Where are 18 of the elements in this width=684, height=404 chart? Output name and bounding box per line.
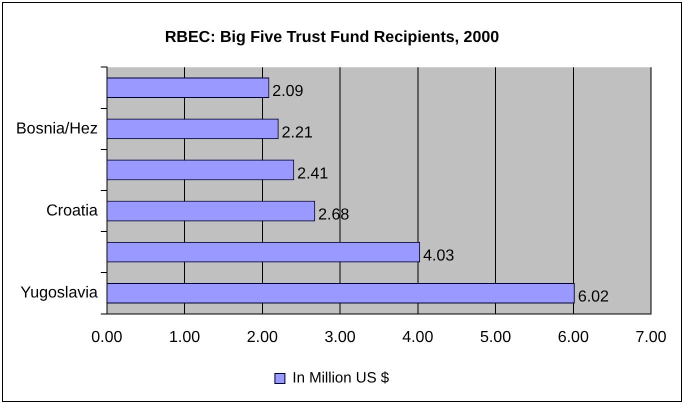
- x-tick-label: 1.00: [168, 328, 200, 346]
- x-tick-label: 6.00: [558, 328, 589, 346]
- x-tick-label: 7.00: [635, 328, 667, 346]
- x-tick-label: 4.00: [402, 328, 434, 346]
- x-tick-label: 3.00: [324, 328, 356, 346]
- data-label: 2.21: [282, 124, 313, 142]
- data-label: 4.03: [423, 248, 454, 265]
- data-label: 2.09: [272, 83, 304, 100]
- data-label: 6.02: [578, 288, 610, 306]
- chart-title: RBEC: Big Five Trust Fund Recipients, 2000: [164, 29, 500, 46]
- x-tick-label: 0.00: [91, 328, 122, 346]
- y-tick-label: Bosnia/Hez: [16, 120, 98, 138]
- data-label: 2.41: [297, 165, 328, 182]
- y-tick-label: Croatia: [46, 202, 98, 220]
- legend-label: In Million US $: [292, 370, 390, 387]
- y-tick-label: Yugoslavia: [20, 284, 98, 302]
- x-tick-label: 2.00: [246, 328, 278, 346]
- x-tick-label: 5.00: [480, 328, 512, 346]
